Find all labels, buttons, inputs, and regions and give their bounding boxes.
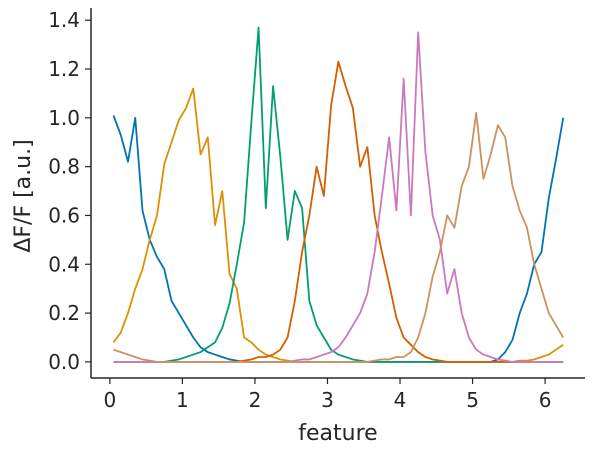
x-tick-label: 3 xyxy=(321,388,334,412)
data-line xyxy=(112,87,564,363)
y-tick-label: 0.0 xyxy=(48,350,80,374)
x-tick-label: 2 xyxy=(249,388,262,412)
x-tick-label: 6 xyxy=(539,388,552,412)
y-tick-label: 1.4 xyxy=(48,8,80,32)
y-tick-label: 1.2 xyxy=(48,57,80,81)
data-line xyxy=(112,115,565,363)
y-tick-label: 0.2 xyxy=(48,301,80,325)
y-tick-label: 0.6 xyxy=(48,203,80,227)
data-line xyxy=(113,26,564,363)
data-line xyxy=(113,31,564,363)
data-line xyxy=(113,112,565,363)
y-tick-label: 0.4 xyxy=(48,252,80,276)
y-tick-label: 0.8 xyxy=(48,155,80,179)
y-axis-label: ΔF/F [a.u.] xyxy=(11,139,36,252)
x-axis-label: feature xyxy=(298,421,377,446)
y-tick-label: 1.0 xyxy=(48,106,80,130)
x-tick-label: 1 xyxy=(176,388,189,412)
x-tick-label: 0 xyxy=(103,388,116,412)
x-tick-label: 4 xyxy=(394,388,407,412)
x-tick-label: 5 xyxy=(466,388,479,412)
